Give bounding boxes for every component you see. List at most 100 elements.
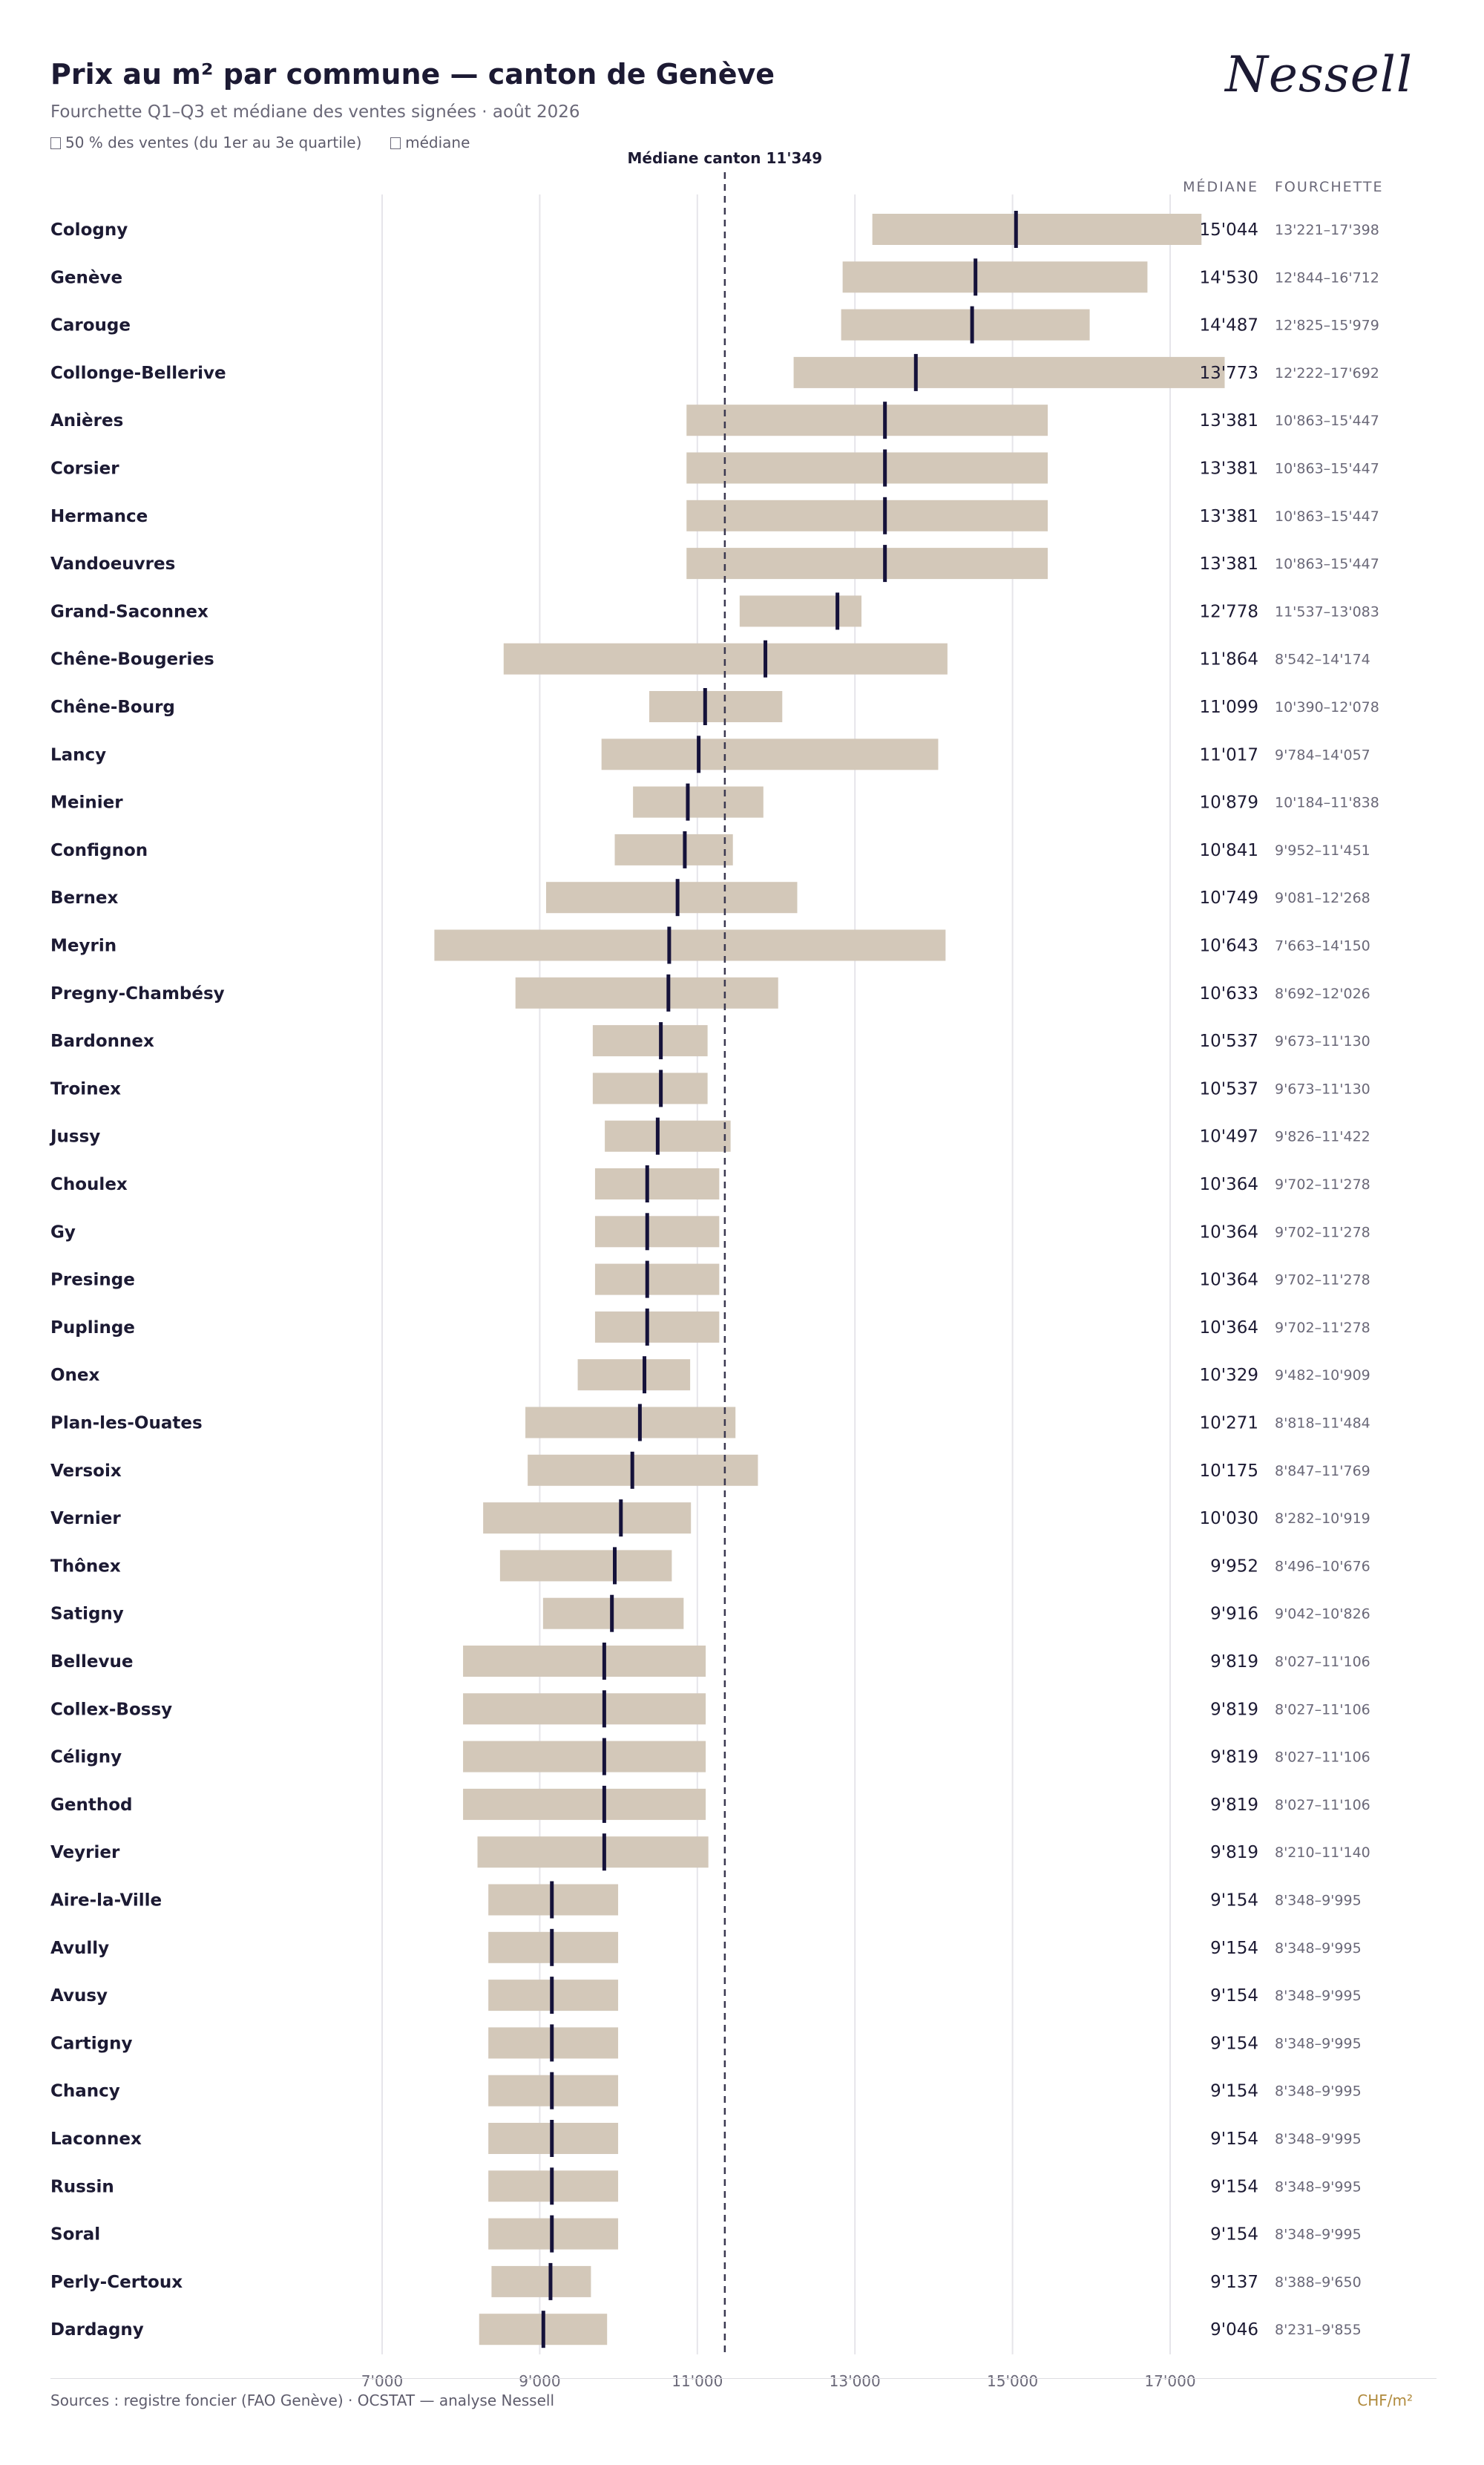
median-marker (666, 974, 671, 1012)
median-value: 13'773 (1200, 364, 1259, 383)
range-value: 9'826–11'422 (1275, 1129, 1370, 1145)
commune-label: Genève (50, 268, 122, 287)
median-marker (883, 449, 887, 487)
median-marker (1014, 211, 1018, 248)
range-value: 8'542–14'174 (1275, 652, 1370, 668)
median-marker (835, 592, 840, 630)
commune-label: Corsier (50, 459, 119, 479)
median-marker (602, 1785, 606, 1823)
median-value: 14'530 (1200, 268, 1259, 287)
commune-label: Chancy (50, 2082, 120, 2101)
median-value: 10'175 (1200, 1461, 1259, 1481)
commune-label: Bellevue (50, 1652, 133, 1672)
commune-label: Versoix (50, 1461, 122, 1481)
median-marker (550, 1928, 554, 1966)
median-marker (550, 2024, 554, 2062)
range-value: 9'482–10'909 (1275, 1367, 1370, 1384)
chart-legend: 50 % des ventes (du 1er au 3e quartile) … (50, 134, 470, 151)
median-marker (643, 1356, 647, 1394)
iqr-bar (463, 1741, 706, 1772)
median-marker (697, 736, 701, 773)
median-marker (686, 783, 690, 821)
iqr-bar (463, 1646, 706, 1677)
iqr-bar (577, 1359, 691, 1391)
median-marker (645, 1165, 649, 1202)
median-value: 15'044 (1200, 220, 1259, 240)
iqr-bar (592, 1025, 708, 1057)
range-value: 10'863–15'447 (1275, 508, 1379, 525)
median-value: 9'154 (1210, 2130, 1258, 2149)
median-value: 10'497 (1200, 1127, 1259, 1147)
iqr-bar (434, 929, 946, 961)
median-value: 9'154 (1210, 1939, 1258, 1958)
range-value: 8'027–11'106 (1275, 1654, 1370, 1670)
median-value: 9'819 (1210, 1795, 1258, 1815)
median-value: 9'154 (1210, 2177, 1258, 2196)
median-marker (667, 926, 672, 964)
median-marker (637, 1404, 642, 1441)
range-value: 8'348–9'995 (1275, 2227, 1362, 2243)
median-value: 10'364 (1200, 1175, 1259, 1194)
commune-label: Satigny (50, 1605, 124, 1624)
legend-median-label: médiane (405, 134, 470, 151)
brand-logo: Nessell (1225, 46, 1413, 103)
range-value: 10'184–11'838 (1275, 795, 1379, 811)
iqr-bar (605, 1120, 731, 1152)
iqr-bar (594, 1216, 720, 1248)
median-marker (550, 1881, 554, 1919)
commune-label: Dardagny (50, 2320, 144, 2340)
median-marker (613, 1547, 617, 1585)
iqr-bar (463, 1788, 706, 1820)
range-value: 8'692–12'026 (1275, 986, 1370, 1002)
range-value: 9'952–11'451 (1275, 842, 1370, 859)
range-value: 8'348–9'995 (1275, 2035, 1362, 2052)
iqr-bar (592, 1073, 708, 1104)
median-value: 13'381 (1200, 459, 1259, 479)
range-value: 9'784–14'057 (1275, 747, 1370, 763)
median-value: 9'952 (1210, 1556, 1258, 1576)
iqr-bar (546, 882, 798, 914)
median-marker (602, 1833, 606, 1871)
iqr-bar (739, 595, 862, 627)
median-value: 9'154 (1210, 2225, 1258, 2245)
commune-label: Puplinge (50, 1318, 135, 1338)
commune-label: Collonge-Bellerive (50, 364, 226, 383)
commune-label: Meyrin (50, 937, 116, 956)
median-value: 9'154 (1210, 2082, 1258, 2101)
commune-label: Cartigny (50, 2034, 132, 2053)
commune-label: Pregny-Chambésy (50, 984, 225, 1004)
commune-label: Russin (50, 2177, 114, 2196)
iqr-bar (686, 500, 1048, 531)
range-value: 12'825–15'979 (1275, 318, 1379, 334)
median-value: 13'381 (1200, 507, 1259, 526)
median-value: 11'099 (1200, 698, 1259, 717)
x-tick-label: 7'000 (361, 2372, 403, 2390)
median-value: 9'154 (1210, 1891, 1258, 1911)
median-value: 10'643 (1200, 937, 1259, 956)
range-value: 8'027–11'106 (1275, 1701, 1370, 1718)
iqr-bar (793, 356, 1225, 388)
median-marker (619, 1499, 623, 1537)
iqr-bar (601, 739, 939, 770)
median-value: 9'046 (1210, 2320, 1258, 2340)
median-value: 9'819 (1210, 1700, 1258, 1719)
column-header-median: MÉDIANE (1183, 178, 1258, 195)
range-value: 7'663–14'150 (1275, 938, 1370, 955)
median-value: 13'381 (1200, 554, 1259, 574)
median-marker (883, 497, 887, 534)
commune-label: Cologny (50, 220, 128, 240)
median-marker (541, 2311, 545, 2348)
commune-label: Carouge (50, 316, 131, 335)
iqr-bar (477, 1836, 709, 1868)
legend-median-swatch (390, 137, 401, 149)
median-value: 12'778 (1200, 602, 1259, 621)
median-marker (550, 2215, 554, 2253)
median-value: 10'364 (1200, 1271, 1259, 1290)
range-value: 9'673–11'130 (1275, 1033, 1370, 1050)
commune-label: Thônex (50, 1556, 121, 1576)
reference-line-label: Médiane canton 11'349 (628, 149, 823, 167)
commune-label: Vernier (50, 1509, 121, 1528)
range-value: 8'027–11'106 (1275, 1749, 1370, 1766)
range-value: 8'348–9'995 (1275, 2178, 1362, 2195)
commune-label: Avully (50, 1939, 109, 1958)
